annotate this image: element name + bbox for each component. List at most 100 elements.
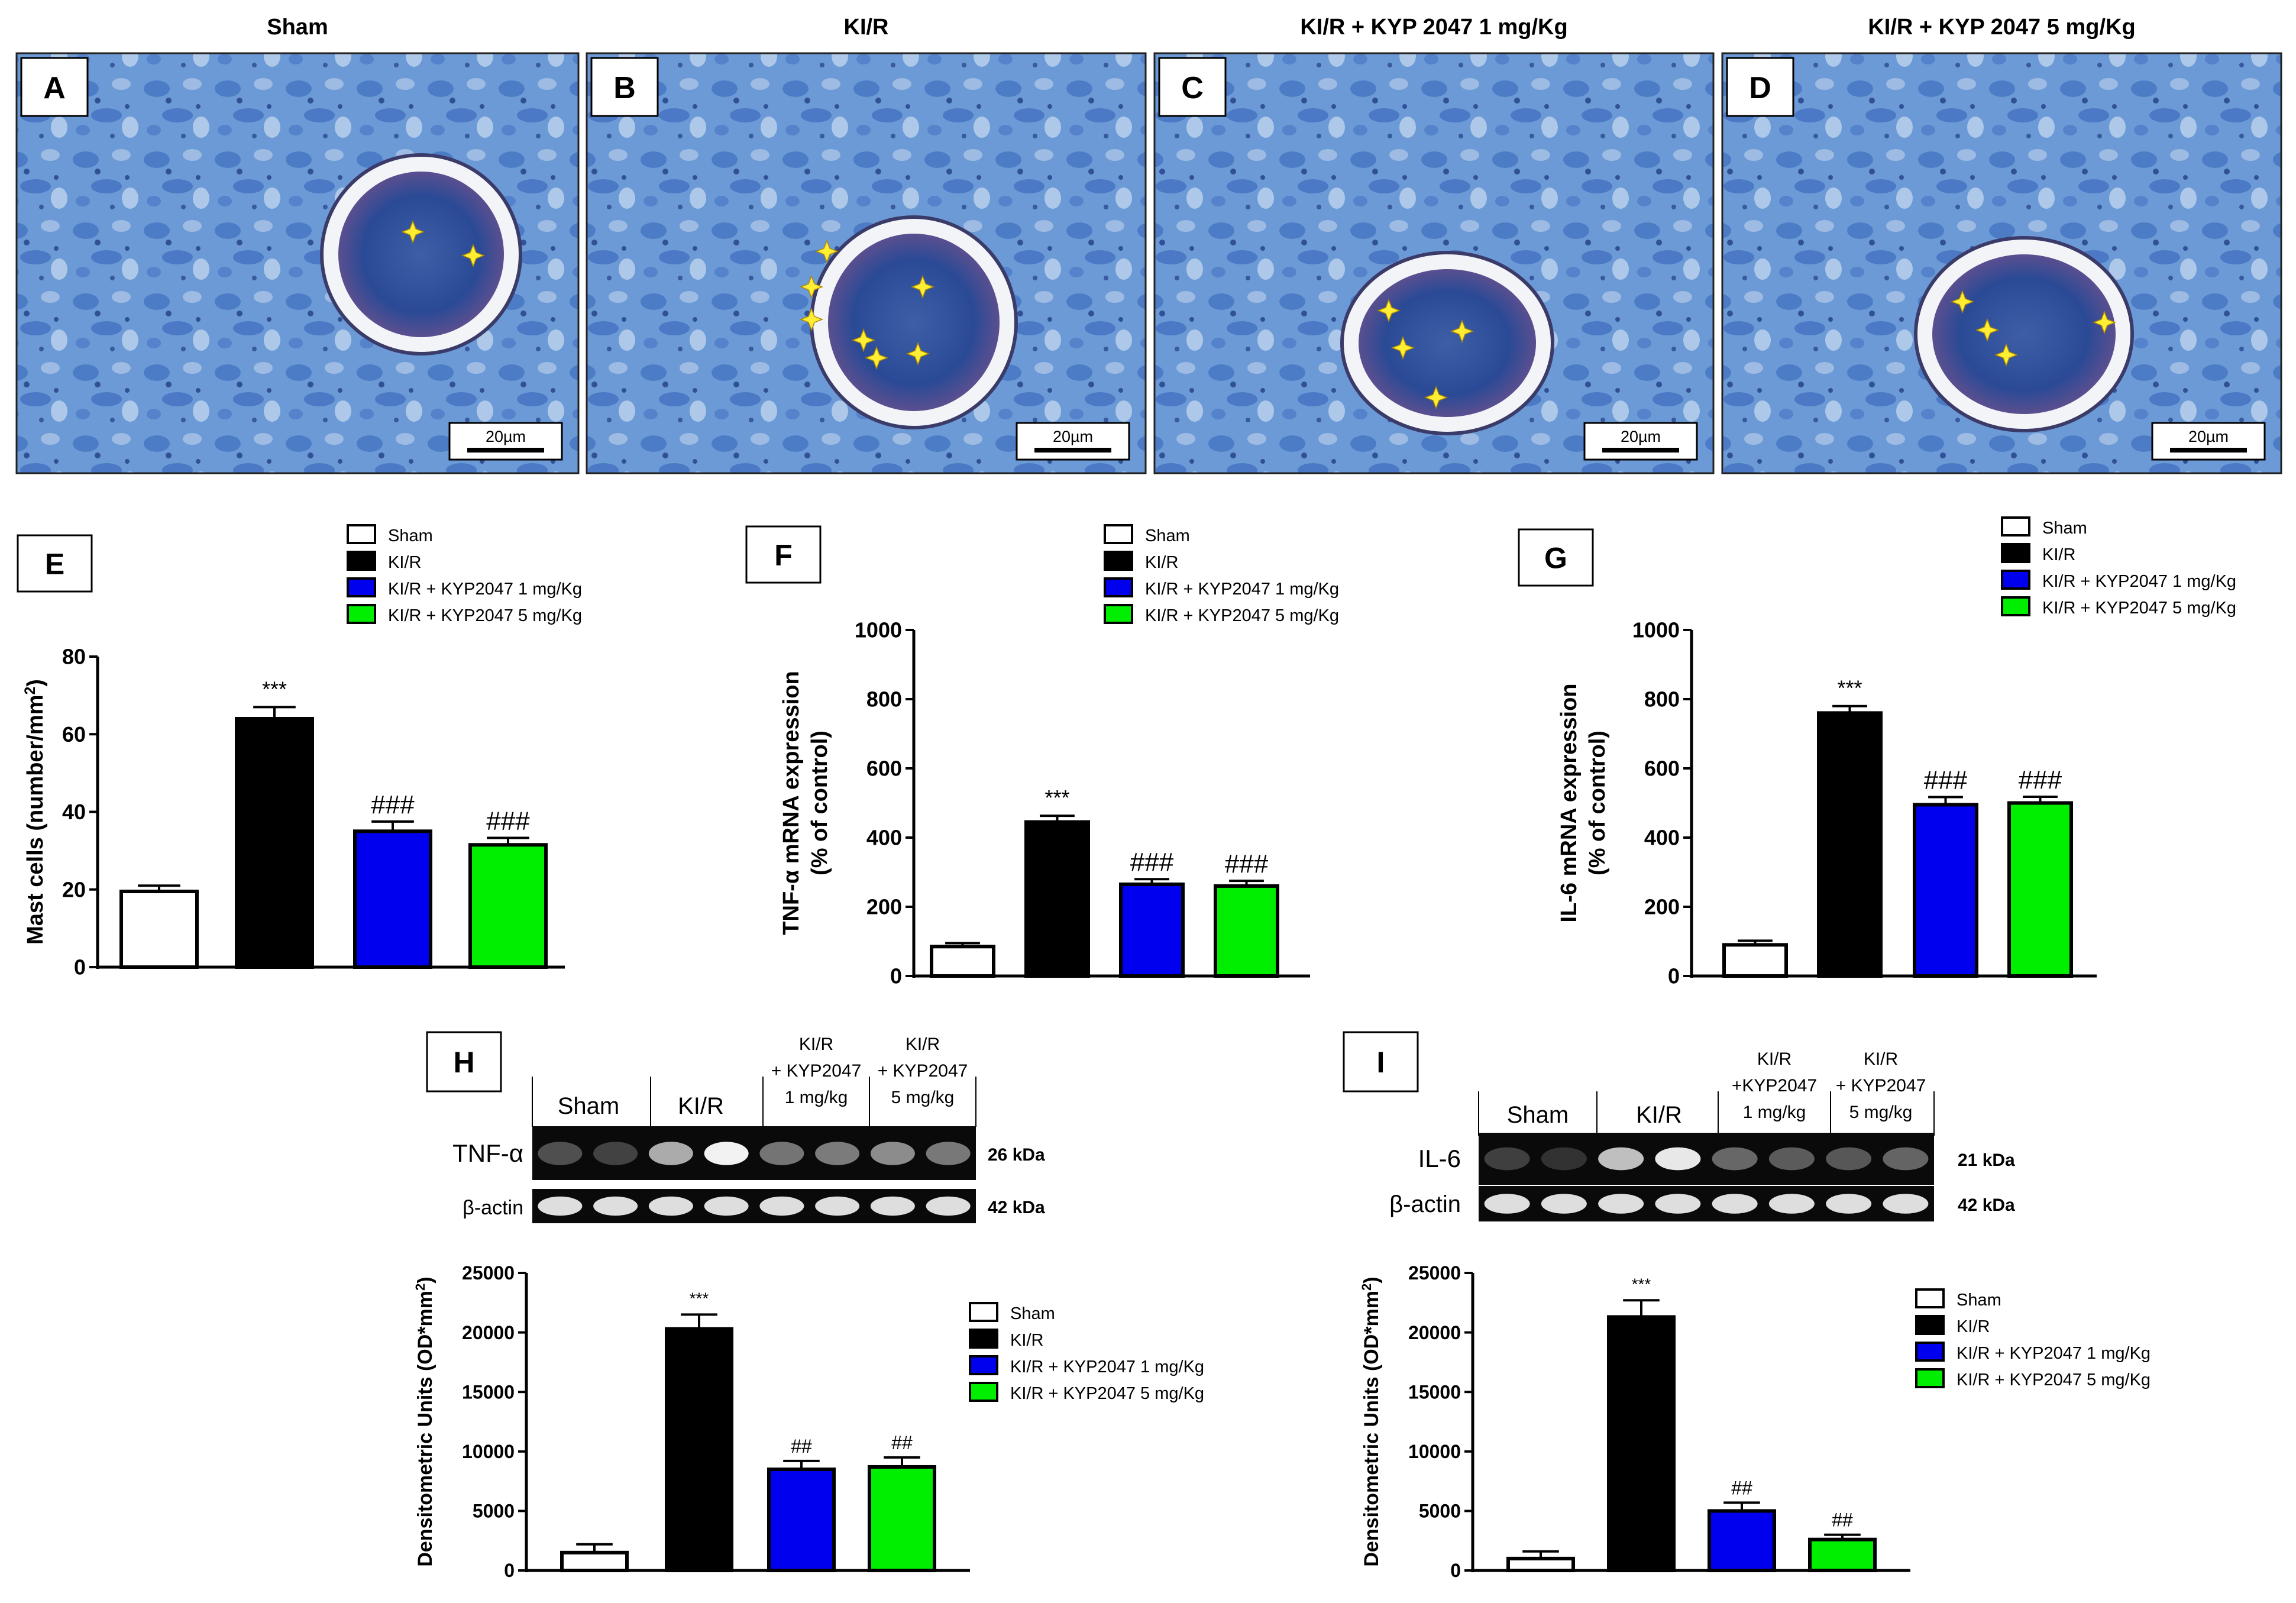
significance-label: ## <box>1731 1477 1752 1498</box>
panel-letter-box <box>20 57 89 117</box>
blot-group-label: KI/R <box>678 1093 724 1119</box>
bar <box>468 843 548 969</box>
blot-kda-label: 42 kDa <box>1958 1195 2015 1215</box>
legend-label: KI/R + KYP2047 1 mg/Kg <box>1957 1344 2151 1363</box>
bar <box>1214 884 1279 978</box>
histology-title: KI/R + KYP 2047 5 mg/Kg <box>1868 15 2135 40</box>
mast-cell-marker <box>1376 298 1401 323</box>
blot-protein-label: β-actin <box>463 1197 523 1219</box>
y-tick-label: 400 <box>1644 826 1680 850</box>
significance-label: *** <box>262 677 287 701</box>
y-tick-label: 600 <box>866 757 902 781</box>
legend-swatch <box>1915 1342 1945 1362</box>
blot-band <box>1883 1147 1929 1171</box>
y-tick-label: 10000 <box>462 1441 515 1462</box>
histology-panel-d: KI/R + KYP 2047 5 mg/Kg D 20µm <box>1721 15 2282 474</box>
significance-label: ### <box>1130 848 1174 877</box>
significance-label: ## <box>1832 1510 1853 1531</box>
mast-cell-marker <box>910 274 935 299</box>
mast-cell-marker <box>799 274 824 299</box>
legend-label: KI/R <box>1010 1331 1043 1350</box>
blot-group-label: 5 mg/kg <box>1849 1103 1913 1122</box>
histology-title: KI/R <box>844 15 889 40</box>
y-tick-label: 1000 <box>855 618 902 642</box>
legend-label: KI/R + KYP2047 1 mg/Kg <box>1145 580 1339 599</box>
legend: Sham KI/R KI/R + KYP2047 1 mg/Kg KI/R + KYP… <box>1915 1288 2151 1389</box>
y-tick-label: 15000 <box>1408 1381 1461 1402</box>
y-tick-label: 60 <box>62 722 86 746</box>
blot-group-label: + KYP2047 <box>1836 1076 1926 1095</box>
blot-band <box>759 1142 804 1165</box>
blot-kda-label: 42 kDa <box>988 1198 1045 1217</box>
legend: Sham KI/R KI/R + KYP2047 1 mg/Kg KI/R + KYP… <box>2001 516 2236 618</box>
legend-swatch <box>1104 604 1133 624</box>
legend-label: KI/R <box>2042 545 2075 564</box>
blot-band <box>648 1142 693 1165</box>
significance-label: ## <box>891 1432 913 1453</box>
mast-cell-marker <box>1950 289 1975 314</box>
mast-cell-marker <box>461 243 486 268</box>
blot-band <box>870 1196 915 1216</box>
chart-f: F 0 200 400 600 800 1000 TNF-α mRNA expression(… <box>745 524 1339 988</box>
panel-letter-box <box>17 534 93 593</box>
chart-i: I 0 5000 10000 15000 20000 25000 Densitometric … <box>1343 1031 2151 1581</box>
blot-band <box>593 1196 638 1216</box>
panel-letter-box <box>1726 57 1794 117</box>
bar <box>1722 943 1788 978</box>
blot-band <box>1883 1194 1929 1214</box>
y-tick-label: 0 <box>890 964 902 988</box>
blot-band <box>1712 1194 1758 1214</box>
significance-label: *** <box>690 1289 709 1307</box>
legend-swatch <box>969 1329 998 1349</box>
legend-swatch <box>2001 543 2030 563</box>
legend-label: Sham <box>2042 519 2087 538</box>
glomerulus <box>338 172 504 337</box>
significance-label: ### <box>371 790 415 819</box>
scale-bar-box <box>1016 422 1130 461</box>
mast-cell-marker <box>1424 385 1448 410</box>
chart-e: E 0 20 40 60 80 Mast cells (number/mm2) *** ### #… <box>17 524 582 980</box>
glomerulus <box>1359 269 1536 417</box>
legend-label: KI/R + KYP2047 5 mg/Kg <box>1010 1384 1204 1403</box>
glomerulus <box>828 234 1000 411</box>
blot-band <box>1598 1194 1644 1214</box>
legend: Sham KI/R KI/R + KYP2047 1 mg/Kg KI/R + KYP… <box>1104 524 1339 625</box>
panel-letter-box <box>745 525 822 584</box>
y-tick-label: 20000 <box>462 1322 515 1343</box>
blot-group-label: +KYP2047 <box>1732 1076 1817 1095</box>
mast-cell-marker <box>814 239 839 264</box>
legend-label: KI/R <box>1957 1317 1990 1336</box>
y-tick-label: 20000 <box>1408 1322 1461 1343</box>
y-tick-label: 600 <box>1644 757 1680 781</box>
scale-bar-label: 20µm <box>1621 428 1661 445</box>
mast-cell-marker <box>906 341 930 366</box>
blot-group-label: Sham <box>558 1093 620 1119</box>
legend-swatch <box>347 604 376 624</box>
panel-letter: C <box>1181 71 1204 105</box>
mast-cell-marker <box>400 219 425 244</box>
blot-protein-label: TNF-α <box>452 1139 523 1167</box>
blot-group-label: 5 mg/kg <box>891 1088 955 1107</box>
y-tick-label: 80 <box>62 645 86 669</box>
blot-band <box>1826 1194 1872 1214</box>
bar <box>2007 801 2073 978</box>
legend-label: KI/R + KYP2047 1 mg/Kg <box>388 580 582 599</box>
legend-swatch <box>2001 516 2030 537</box>
panel-letter-box <box>590 57 659 117</box>
y-axis-label: (% of control) <box>807 731 832 875</box>
blot-kda-label: 21 kDa <box>1958 1150 2015 1170</box>
legend: Sham KI/R KI/R + KYP2047 1 mg/Kg KI/R + KYP… <box>969 1302 1204 1403</box>
y-axis-label: Densitometric Units (OD*mm2) <box>413 1276 437 1566</box>
legend-label: Sham <box>1145 526 1190 545</box>
mast-cell-marker <box>1450 319 1474 344</box>
blot-band <box>1541 1194 1587 1214</box>
significance-label: ### <box>486 806 530 835</box>
blot-band <box>1712 1147 1758 1171</box>
legend-label: Sham <box>1957 1291 2001 1310</box>
y-tick-label: 20 <box>62 877 86 901</box>
chart-g: G 0 200 400 600 800 1000 IL-6 mRNA expression (%… <box>1518 516 2236 988</box>
blot-band <box>759 1196 804 1216</box>
